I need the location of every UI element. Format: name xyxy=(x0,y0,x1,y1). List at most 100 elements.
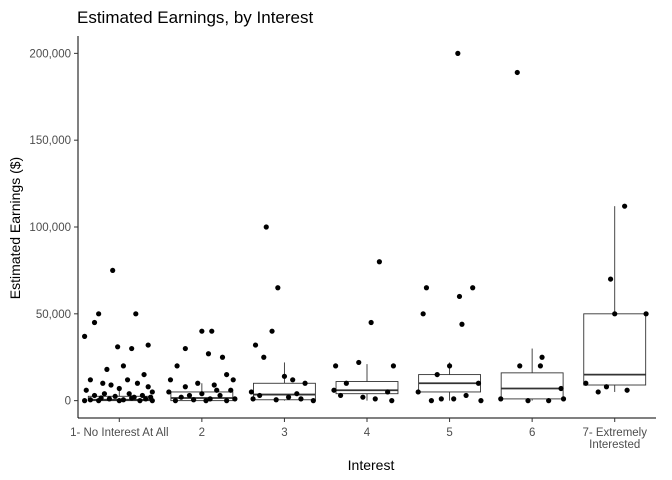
data-point xyxy=(310,398,316,404)
data-point xyxy=(643,311,649,317)
data-point xyxy=(230,377,236,383)
box xyxy=(500,372,564,400)
x-tick-label: 3 xyxy=(281,427,287,439)
data-point xyxy=(96,398,102,404)
data-point xyxy=(112,393,118,399)
data-point xyxy=(356,359,362,366)
data-point xyxy=(372,396,378,402)
data-point xyxy=(174,363,180,369)
data-point xyxy=(456,293,463,300)
data-point xyxy=(263,224,269,230)
data-point xyxy=(148,394,154,400)
data-point xyxy=(252,342,259,348)
data-point xyxy=(525,398,531,404)
data-point xyxy=(115,344,121,350)
x-tick-label: 5 xyxy=(446,427,452,439)
data-point xyxy=(389,398,395,404)
data-point xyxy=(108,382,114,388)
data-point xyxy=(517,363,523,369)
x-tick-label: 4 xyxy=(364,427,371,439)
data-point xyxy=(137,398,143,404)
y-tick-label: 100,000 xyxy=(29,222,71,234)
data-point xyxy=(82,333,88,339)
data-point xyxy=(143,396,149,402)
data-point xyxy=(603,384,610,390)
data-point xyxy=(91,319,98,326)
data-point xyxy=(224,398,230,404)
data-point xyxy=(273,397,279,403)
data-point xyxy=(451,396,457,402)
data-point xyxy=(199,328,205,334)
data-point xyxy=(257,392,263,399)
x-tick-label: 6 xyxy=(529,427,535,439)
data-point xyxy=(438,396,444,402)
data-point xyxy=(141,371,147,378)
data-point xyxy=(446,363,453,369)
data-point xyxy=(560,396,567,402)
data-point xyxy=(302,380,308,386)
data-point xyxy=(182,384,188,390)
data-point xyxy=(195,380,201,386)
data-point xyxy=(514,69,520,76)
box xyxy=(583,313,647,386)
data-point xyxy=(333,363,339,369)
data-point xyxy=(539,354,545,360)
data-point xyxy=(294,391,300,397)
data-point xyxy=(385,389,391,395)
data-point xyxy=(463,392,469,399)
data-point xyxy=(224,371,230,378)
x-tick-label: Interested xyxy=(589,439,640,451)
data-point xyxy=(133,311,139,317)
data-point xyxy=(420,311,426,317)
data-point xyxy=(434,371,440,378)
x-tick-label: 7- Extremely xyxy=(582,427,647,439)
data-point xyxy=(269,328,275,334)
data-point xyxy=(607,276,614,282)
data-point xyxy=(622,203,628,209)
data-point xyxy=(205,351,212,357)
y-tick-label: 50,000 xyxy=(36,309,71,321)
data-point xyxy=(199,391,205,397)
data-point xyxy=(87,377,93,383)
data-point xyxy=(214,387,220,393)
data-point xyxy=(126,391,132,397)
y-tick-label: 200,000 xyxy=(29,48,71,60)
box xyxy=(253,382,316,401)
data-point xyxy=(149,389,155,395)
data-point xyxy=(475,380,482,386)
data-point xyxy=(478,398,484,404)
data-point xyxy=(120,397,127,403)
data-point xyxy=(145,342,151,348)
data-point xyxy=(209,328,215,334)
data-point xyxy=(595,389,601,395)
data-point xyxy=(428,398,435,404)
x-tick-label: 1- No Interest At All xyxy=(70,427,168,439)
data-point xyxy=(498,396,504,402)
x-tick-label: 2 xyxy=(199,427,205,439)
data-point xyxy=(100,380,106,386)
chart-title: Estimated Earnings, by Interest xyxy=(77,8,314,27)
data-point xyxy=(145,384,151,390)
data-point xyxy=(211,382,217,388)
data-point xyxy=(423,285,430,291)
data-point xyxy=(217,392,223,399)
data-point xyxy=(116,398,122,404)
data-point xyxy=(281,373,288,379)
data-point xyxy=(104,366,110,372)
data-point xyxy=(82,398,88,404)
data-point xyxy=(167,377,174,383)
data-point xyxy=(368,319,374,326)
data-point xyxy=(129,345,135,352)
data-point xyxy=(186,392,193,399)
data-point xyxy=(139,392,146,399)
data-point xyxy=(219,354,226,360)
data-point xyxy=(232,396,238,402)
data-point xyxy=(248,389,254,395)
data-point xyxy=(166,389,172,395)
data-point xyxy=(134,380,141,386)
data-point xyxy=(546,398,552,404)
data-point xyxy=(172,398,179,404)
data-point xyxy=(612,311,618,317)
data-point xyxy=(124,377,131,383)
